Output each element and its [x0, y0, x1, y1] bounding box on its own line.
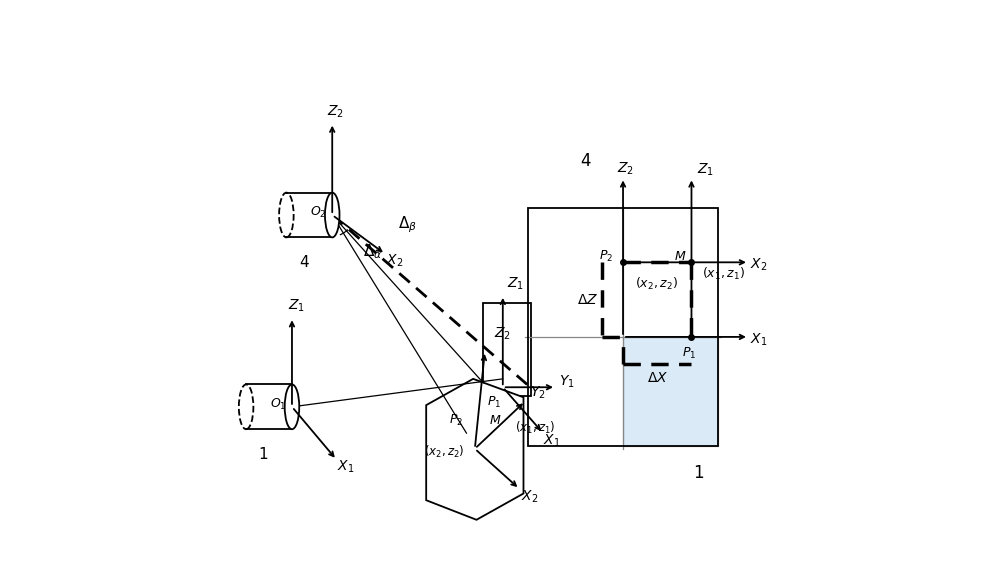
Text: $P_1$: $P_1$	[487, 395, 501, 410]
Text: $Y_1$: $Y_1$	[559, 374, 575, 390]
Ellipse shape	[285, 384, 299, 429]
Text: $X_1$: $X_1$	[543, 433, 561, 449]
Text: $Z_2$: $Z_2$	[327, 103, 344, 120]
Text: 4: 4	[299, 255, 309, 270]
Text: 1: 1	[693, 464, 704, 482]
Ellipse shape	[325, 193, 340, 237]
Text: $P_1$: $P_1$	[682, 346, 696, 361]
Text: $X_1$: $X_1$	[337, 459, 354, 475]
Text: $X_2$: $X_2$	[750, 257, 767, 273]
Text: $P_2$: $P_2$	[449, 413, 463, 428]
Text: $M$: $M$	[489, 414, 502, 427]
Polygon shape	[426, 379, 523, 520]
Text: $\Delta Z$: $\Delta Z$	[577, 293, 598, 307]
Text: $(x_2,z_2)$: $(x_2,z_2)$	[424, 443, 464, 460]
Text: $Z_1$: $Z_1$	[697, 162, 714, 179]
Text: $O_1$: $O_1$	[270, 396, 286, 411]
Text: $P_2$: $P_2$	[599, 249, 613, 264]
Text: $O_2$: $O_2$	[310, 205, 326, 220]
Text: $\Delta_\alpha$: $\Delta_\alpha$	[363, 243, 382, 261]
Bar	[528, 209, 718, 446]
Text: $\Delta X$: $\Delta X$	[647, 371, 668, 386]
Text: $Z_1$: $Z_1$	[507, 275, 524, 292]
Text: $Y_2$: $Y_2$	[530, 384, 545, 401]
Text: $X_1$: $X_1$	[750, 332, 767, 348]
Text: $\Delta_\beta$: $\Delta_\beta$	[398, 215, 417, 235]
Text: $(x_1,z_1)$: $(x_1,z_1)$	[702, 265, 745, 282]
Text: $Z_2$: $Z_2$	[617, 161, 634, 178]
Bar	[623, 337, 718, 446]
Text: $M$: $M$	[674, 250, 687, 263]
Text: $(x_1,z_1)$: $(x_1,z_1)$	[515, 419, 555, 436]
Text: $Z_2$: $Z_2$	[494, 326, 511, 342]
Text: $(x_2,z_2)$: $(x_2,z_2)$	[635, 275, 678, 292]
Text: $Z_1$: $Z_1$	[288, 298, 305, 314]
Text: 1: 1	[259, 447, 268, 462]
Polygon shape	[483, 303, 531, 396]
Text: $X_2$: $X_2$	[386, 253, 404, 269]
Text: $X_2$: $X_2$	[521, 488, 538, 505]
Text: 4: 4	[580, 152, 590, 170]
